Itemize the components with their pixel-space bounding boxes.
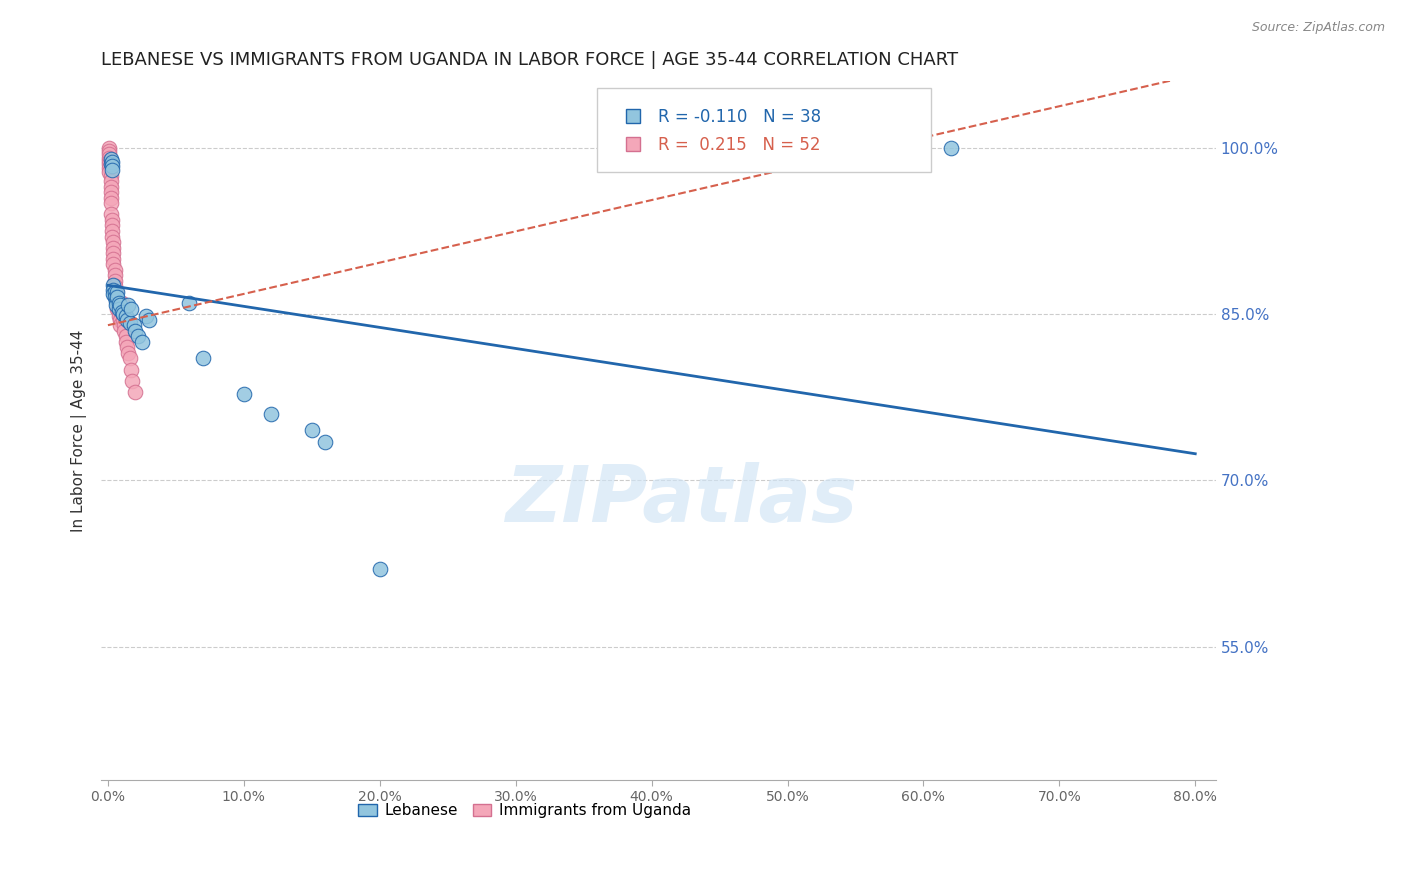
Point (100, 152, 122, 166)
Point (98, 144, 121, 158)
Point (260, 407, 283, 421)
Point (108, 318, 131, 333)
Point (101, 229, 124, 244)
Point (98, 154, 121, 169)
Point (103, 257, 125, 271)
Point (101, 159, 124, 173)
Point (107, 301, 129, 316)
Point (100, 174, 122, 188)
Point (105, 293, 128, 308)
Text: Source: ZipAtlas.com: Source: ZipAtlas.com (1251, 21, 1385, 34)
Point (121, 374, 143, 388)
FancyBboxPatch shape (598, 88, 931, 172)
Point (100, 169, 122, 183)
Point (131, 334, 153, 349)
Point (118, 316, 141, 330)
Point (135, 310, 157, 324)
Y-axis label: In Labor Force | Age 35-44: In Labor Force | Age 35-44 (72, 329, 87, 532)
Point (107, 301, 129, 316)
Point (108, 312, 131, 326)
Point (122, 318, 145, 333)
Point (107, 285, 129, 299)
Point (104, 290, 127, 304)
Point (112, 324, 135, 338)
Point (117, 346, 139, 360)
Point (103, 283, 125, 297)
Point (114, 329, 136, 343)
Point (101, 155, 124, 169)
Point (100, 179, 122, 194)
Point (98, 157, 121, 171)
Point (105, 285, 128, 299)
Point (138, 312, 160, 326)
Text: R =  0.215   N = 52: R = 0.215 N = 52 (658, 136, 821, 153)
Point (107, 305, 129, 319)
Point (104, 268, 127, 283)
Point (115, 340, 138, 354)
Point (103, 278, 125, 293)
Point (179, 296, 201, 310)
Point (110, 305, 132, 319)
Text: ZIPatlas: ZIPatlas (505, 462, 856, 538)
Point (104, 274, 127, 288)
Point (301, 424, 323, 438)
Point (98, 141, 121, 155)
Point (98, 151, 121, 165)
Point (101, 219, 124, 233)
Point (107, 296, 129, 310)
Point (111, 312, 134, 326)
Point (104, 285, 127, 299)
Point (368, 562, 391, 576)
Point (107, 296, 129, 310)
Point (100, 157, 122, 171)
Point (191, 351, 214, 366)
Point (232, 387, 254, 401)
Point (107, 290, 129, 304)
Point (100, 207, 122, 221)
Text: LEBANESE VS IMMIGRANTS FROM UGANDA IN LABOR FORCE | AGE 35-44 CORRELATION CHART: LEBANESE VS IMMIGRANTS FROM UGANDA IN LA… (101, 51, 959, 69)
Point (103, 235, 125, 249)
Point (105, 290, 128, 304)
Point (98, 161, 121, 175)
Point (127, 329, 149, 343)
Point (114, 310, 136, 324)
Point (118, 351, 141, 366)
Point (100, 191, 122, 205)
Point (98, 147, 121, 161)
Point (314, 434, 336, 449)
Point (108, 298, 131, 312)
Point (101, 224, 124, 238)
Point (107, 298, 129, 312)
Text: R = -0.110   N = 38: R = -0.110 N = 38 (658, 108, 821, 126)
Point (107, 293, 129, 308)
Point (101, 163, 124, 178)
Point (112, 318, 135, 333)
Point (111, 307, 134, 321)
Point (110, 296, 132, 310)
Point (124, 384, 146, 399)
Point (104, 262, 127, 277)
Point (120, 362, 142, 376)
Point (120, 301, 142, 316)
Point (107, 310, 129, 324)
Legend: Lebanese, Immigrants from Uganda: Lebanese, Immigrants from Uganda (352, 797, 697, 824)
Point (939, 141, 962, 155)
Point (124, 324, 146, 338)
Point (98, 165, 121, 179)
Point (100, 185, 122, 199)
Point (100, 196, 122, 211)
Point (101, 213, 124, 227)
Point (105, 298, 128, 312)
Point (111, 307, 134, 321)
Point (117, 298, 139, 312)
Point (104, 279, 127, 293)
Point (115, 312, 138, 326)
Point (103, 241, 125, 255)
Point (114, 334, 136, 349)
Point (110, 301, 132, 316)
Point (103, 252, 125, 266)
Point (103, 287, 125, 301)
Point (103, 246, 125, 260)
